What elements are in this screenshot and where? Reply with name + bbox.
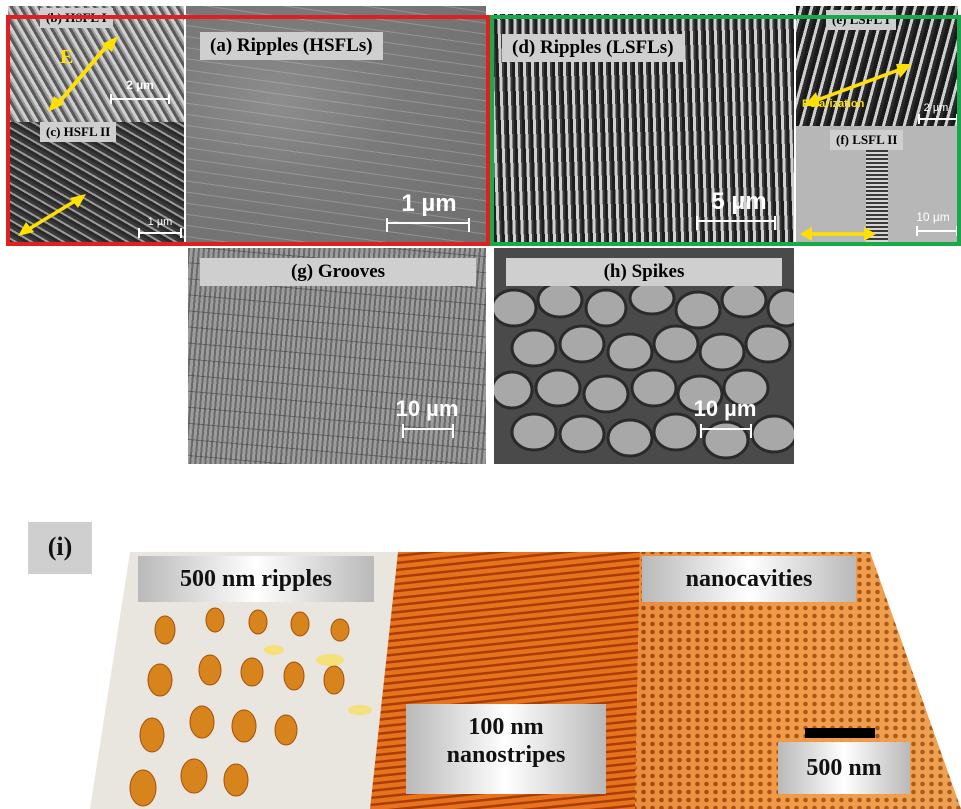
panel-d-label: (d) Ripples (LSFLs)	[502, 34, 684, 62]
panel-g-grooves: (g) Grooves 10 µm	[188, 248, 486, 464]
panel-h-label: (h) Spikes	[506, 258, 782, 286]
panel-e-scale: 2 µm	[923, 102, 949, 114]
panel-b-scalebar	[110, 94, 170, 104]
panel-f-scale: 10 µm	[916, 210, 950, 224]
panel-g-scalebar	[402, 424, 454, 438]
panel-b-hsfl-1: (b) HSFL I E 2 µm	[8, 6, 184, 122]
panel-f-lsfl-2: (f) LSFL II 10 µm	[796, 126, 958, 244]
panel-g-scale: 10 µm	[395, 396, 459, 421]
afm-nanostripes-line2: nanostripes	[446, 741, 566, 768]
panel-d-lsfl-ripples: (d) Ripples (LSFLs) 5 µm	[494, 14, 794, 242]
panel-c-hsfl-2: (c) HSFL II 1 µm	[8, 122, 184, 242]
panel-d-scale: 5 µm	[711, 188, 767, 215]
afm-label-box	[28, 522, 92, 574]
spike-texture	[494, 280, 794, 460]
lsfl-group-frame	[490, 15, 961, 246]
panel-h-scalebar	[700, 424, 752, 438]
panel-a-label: (a) Ripples (HSFLs)	[200, 32, 383, 60]
hsfl-group-frame	[6, 15, 490, 246]
panel-e-lsfl-1: (e) LSFL I Polarization 2 µm	[796, 6, 958, 126]
panel-b-scale: 2 µm	[126, 78, 154, 92]
panel-a-hsfl-ripples: (a) Ripples (HSFLs) 1 µm	[186, 6, 486, 242]
polarization-arrow-icon	[48, 36, 118, 112]
afm-nanocavities-label: nanocavities	[642, 556, 856, 602]
afm-scalebar	[805, 728, 875, 738]
panel-c-scale: 1 µm	[147, 216, 173, 228]
field-label-e: E	[60, 46, 74, 68]
panel-a-scale: 1 µm	[401, 190, 457, 217]
panel-f-label: (f) LSFL II	[830, 130, 904, 150]
polarization-label: Polarization	[802, 98, 865, 110]
polarization-arrow-icon	[800, 227, 876, 241]
panel-h-spikes: (h) Spikes 10 µm	[494, 248, 794, 464]
panel-g-label: (g) Grooves	[200, 258, 476, 286]
panel-a-scalebar	[386, 218, 470, 232]
panel-h-scale: 10 µm	[693, 396, 757, 421]
afm-scale-label: 500 nm	[778, 742, 910, 794]
lsfl-stripe-track	[866, 148, 888, 244]
afm-ripples-label: 500 nm ripples	[138, 556, 374, 602]
panel-c-label: (c) HSFL II	[40, 122, 117, 142]
polarization-arrow-icon	[18, 194, 86, 236]
afm-nanostripes-label: 100 nm nanostripes	[406, 704, 606, 794]
panel-d-scalebar	[696, 216, 776, 230]
polarization-arrow-icon	[804, 64, 912, 106]
panel-c-scalebar	[138, 228, 182, 238]
afm-panel-label: (i)	[47, 532, 73, 561]
afm-nanostripes-line1: 100 nm	[468, 714, 544, 740]
